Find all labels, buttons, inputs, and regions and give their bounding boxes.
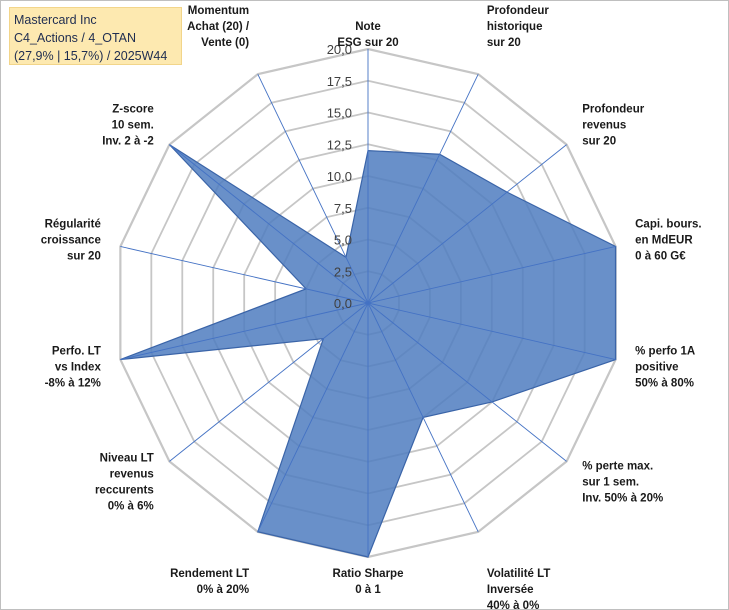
axis-label: Régularité croissance sur 20 — [41, 218, 101, 262]
axis-label: Momentum Achat (20) / Vente (0) — [187, 5, 250, 49]
tick-label: 15,0 — [327, 106, 352, 121]
axis-label: Rendement LT 0% à 20% — [170, 568, 249, 596]
axis-label: Ratio Sharpe 0 à 1 — [333, 568, 404, 596]
tick-label: 12,5 — [327, 137, 352, 152]
tick-label: 5,0 — [334, 233, 352, 248]
axis-spoke — [367, 302, 616, 360]
axis-label: Perfo. LT vs Index -8% à 12% — [45, 346, 102, 390]
axis-spoke — [169, 302, 369, 462]
axis-spoke — [120, 246, 369, 304]
tick-label: 10,0 — [327, 169, 352, 184]
axis-label: Niveau LT revenus reccurents 0% à 6% — [95, 452, 154, 512]
tick-label: 2,5 — [334, 264, 352, 279]
axis-spoke — [367, 144, 567, 304]
axis-spoke — [367, 246, 616, 304]
axis-spoke — [169, 144, 369, 304]
axis-label: Profondeur historique sur 20 — [487, 5, 549, 49]
axis-label: Profondeur revenus sur 20 — [582, 104, 644, 148]
axis-labels: Note ESG sur 20 Profondeur historique sur 20… — [41, 5, 702, 610]
title-box: Mastercard Inc C4_Actions / 4_OTAN (27,9… — [9, 7, 182, 65]
tick-label: 7,5 — [334, 201, 352, 216]
axis-label: Capi. bours. en MdEUR 0 à 60 G€ — [635, 218, 701, 262]
axis-spoke — [367, 73, 479, 304]
axis-spoke — [367, 302, 479, 533]
axis-label: % perfo 1A positive 50% à 80% — [635, 346, 695, 390]
axis-label: Note ESG sur 20 — [337, 21, 398, 49]
axis-label: % perte max. sur 1 sem. Inv. 50% à 20% — [582, 460, 663, 504]
title-category: C4_Actions / 4_OTAN — [14, 31, 137, 45]
axis-spoke — [257, 73, 369, 304]
title-stats: (27,9% | 15,7%) / 2025W44 — [14, 49, 168, 63]
axis-spoke — [257, 302, 369, 533]
tick-label: 17,5 — [327, 74, 352, 89]
axis-label: Volatilité LT Inversée 40% à 0% — [487, 568, 550, 610]
radial-tick-labels: 0,0 2,5 5,0 7,5 10,0 12,5 15,0 17,5 20,0 — [327, 42, 352, 311]
radar-spokes — [120, 49, 616, 557]
title-company: Mastercard Inc — [14, 13, 97, 27]
axis-label: Z-score 10 sem. Inv. 2 à -2 — [102, 104, 154, 148]
axis-spoke — [120, 302, 369, 360]
tick-label: 0,0 — [334, 296, 352, 311]
tick-label: 20,0 — [327, 42, 352, 57]
axis-spoke — [367, 302, 567, 462]
